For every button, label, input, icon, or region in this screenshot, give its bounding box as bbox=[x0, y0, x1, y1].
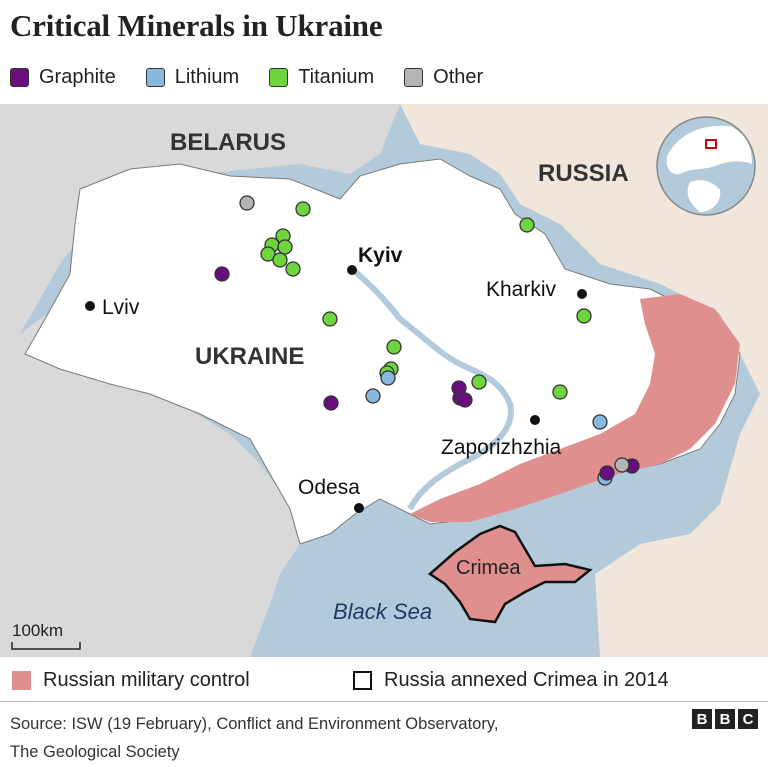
kharkiv-marker bbox=[577, 289, 587, 299]
lithium-swatch bbox=[145, 68, 165, 87]
russia-label: RUSSIA bbox=[538, 160, 629, 187]
kyiv-label: Kyiv bbox=[358, 244, 403, 267]
graphite-marker bbox=[214, 266, 230, 282]
deposit-markers bbox=[214, 195, 640, 486]
odesa-marker bbox=[354, 503, 364, 513]
locator-globe bbox=[656, 116, 756, 216]
titanium-marker bbox=[386, 339, 402, 355]
control-legend: Russian military control Russia annexed … bbox=[0, 657, 768, 702]
source-note: Source: ISW (19 February), Conflict and … bbox=[10, 710, 498, 766]
russia-land bbox=[400, 104, 768, 657]
titanium-marker bbox=[519, 217, 535, 233]
scale-label: 100km bbox=[12, 621, 63, 640]
legend-item-crimea-annexed: Russia annexed Crimea in 2014 bbox=[353, 669, 669, 692]
legend-item-graphite: Graphite bbox=[10, 66, 116, 89]
belarus-land bbox=[0, 104, 400, 354]
belarus-label: BELARUS bbox=[170, 129, 286, 156]
legend-item-russian-control: Russian military control bbox=[12, 669, 250, 692]
crimea-annexed-swatch bbox=[353, 671, 372, 690]
black-sea-label: Black Sea bbox=[333, 599, 432, 624]
titanium-marker bbox=[576, 308, 592, 324]
locator-box bbox=[705, 139, 717, 149]
russian-control-label: Russian military control bbox=[43, 669, 250, 691]
legend-label-graphite: Graphite bbox=[39, 66, 116, 88]
titanium-marker bbox=[552, 384, 568, 400]
graphite-marker bbox=[599, 465, 615, 481]
graphite-marker bbox=[323, 395, 339, 411]
crimea-label: Crimea bbox=[456, 557, 521, 579]
source-line-2: The Geological Society bbox=[10, 743, 180, 761]
scale-bar: 100km bbox=[11, 621, 81, 650]
titanium-marker bbox=[322, 311, 338, 327]
titanium-marker bbox=[260, 246, 276, 262]
titanium-swatch bbox=[269, 68, 289, 87]
kyiv-marker bbox=[347, 265, 357, 275]
graphite-marker bbox=[457, 392, 473, 408]
bbc-logo-letter: B bbox=[715, 709, 735, 729]
legend-item-lithium: Lithium bbox=[145, 66, 240, 89]
lithium-marker bbox=[380, 370, 396, 386]
legend-item-titanium: Titanium bbox=[269, 66, 374, 89]
legend-label-other: Other bbox=[433, 66, 484, 88]
dnipro-river bbox=[350, 266, 514, 511]
lviv-marker bbox=[85, 301, 95, 311]
russian-control-area bbox=[410, 294, 740, 522]
mineral-legend: Graphite Lithium Titanium Other bbox=[10, 66, 513, 89]
bbc-logo-letter: B bbox=[692, 709, 712, 729]
titanium-marker bbox=[277, 239, 293, 255]
other-marker bbox=[614, 457, 630, 473]
crimea-area bbox=[427, 524, 593, 624]
zaporizhzhia-label: Zaporizhzhia bbox=[441, 436, 562, 459]
bbc-logo: B B C bbox=[689, 709, 758, 729]
zaporizhzhia-marker bbox=[530, 415, 540, 425]
lithium-marker bbox=[592, 414, 608, 430]
titanium-marker bbox=[471, 374, 487, 390]
titanium-marker bbox=[272, 252, 288, 268]
lviv-label: Lviv bbox=[102, 296, 140, 319]
kharkiv-label: Kharkiv bbox=[486, 278, 557, 301]
crimea-annexed-label: Russia annexed Crimea in 2014 bbox=[384, 669, 669, 691]
titanium-marker bbox=[295, 201, 311, 217]
west-neighbour-land bbox=[0, 304, 300, 657]
lithium-marker bbox=[365, 388, 381, 404]
map-svg: BELARUS RUSSIA UKRAINE Black Sea Crimea … bbox=[0, 104, 768, 657]
source-line-1: Source: ISW (19 February), Conflict and … bbox=[10, 715, 499, 733]
map-title: Critical Minerals in Ukraine bbox=[10, 8, 383, 43]
russian-control-swatch bbox=[12, 671, 31, 690]
odesa-label: Odesa bbox=[298, 476, 360, 499]
legend-item-other: Other bbox=[404, 66, 483, 89]
other-swatch bbox=[404, 68, 424, 87]
other-marker bbox=[239, 195, 255, 211]
legend-label-titanium: Titanium bbox=[298, 66, 375, 88]
legend-label-lithium: Lithium bbox=[174, 66, 240, 88]
graphite-swatch bbox=[10, 68, 29, 87]
bbc-logo-letter: C bbox=[738, 709, 758, 729]
titanium-marker bbox=[285, 261, 301, 277]
map: BELARUS RUSSIA UKRAINE Black Sea Crimea … bbox=[0, 104, 768, 657]
ukraine-label: UKRAINE bbox=[195, 343, 304, 370]
